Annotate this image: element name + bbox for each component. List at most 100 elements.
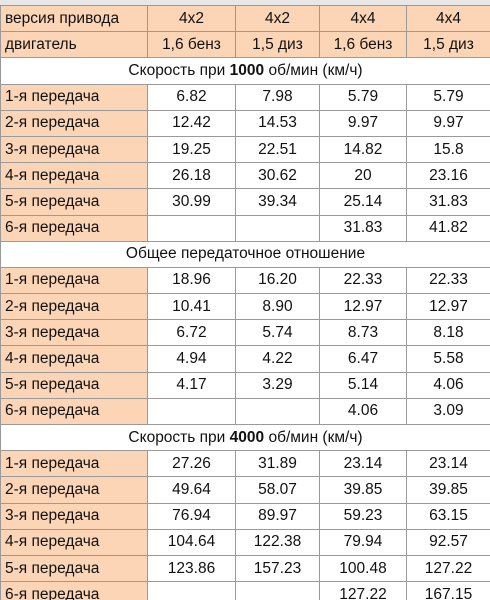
gear-label[interactable]: 6-я передача — [0, 214, 148, 242]
value-cell[interactable]: 63.15 — [406, 502, 490, 530]
gear-label[interactable]: 3-я передача — [0, 502, 148, 530]
value-cell[interactable]: 22.51 — [235, 135, 320, 164]
value-cell[interactable]: 157.23 — [235, 554, 320, 583]
value-cell[interactable]: 8.90 — [235, 293, 320, 321]
value-cell[interactable]: 9.97 — [319, 109, 407, 137]
drive-cell[interactable]: 4x4 — [319, 4, 407, 33]
value-cell[interactable]: 12.97 — [319, 293, 407, 321]
value-cell[interactable]: 39.85 — [319, 476, 407, 504]
value-cell[interactable]: 31.83 — [406, 188, 490, 216]
value-cell[interactable] — [235, 581, 320, 600]
value-cell[interactable]: 123.86 — [147, 554, 236, 583]
gear-label[interactable]: 2-я передача — [0, 109, 148, 137]
value-cell[interactable]: 8.18 — [406, 319, 490, 347]
gear-label[interactable]: 3-я передача — [0, 319, 148, 347]
value-cell[interactable]: 58.07 — [235, 476, 320, 504]
value-cell[interactable]: 3.29 — [235, 371, 320, 399]
value-cell[interactable]: 19.25 — [147, 135, 236, 164]
value-cell[interactable]: 14.82 — [319, 135, 407, 164]
value-cell[interactable]: 49.64 — [147, 476, 236, 504]
value-cell[interactable]: 23.14 — [319, 450, 407, 478]
value-cell[interactable]: 5.58 — [406, 345, 490, 373]
gear-label[interactable]: 1-я передача — [0, 450, 148, 478]
value-cell[interactable]: 59.23 — [319, 502, 407, 530]
value-cell[interactable]: 20 — [319, 162, 407, 190]
value-cell[interactable] — [147, 581, 236, 600]
gear-label[interactable]: 5-я передача — [0, 371, 148, 399]
value-cell[interactable]: 18.96 — [147, 266, 236, 295]
gear-label[interactable]: 5-я передача — [0, 188, 148, 216]
value-cell[interactable]: 31.83 — [319, 214, 407, 242]
engine-cell[interactable]: 1,6 бенз — [319, 31, 407, 59]
value-cell[interactable]: 5.79 — [319, 83, 407, 111]
gear-label[interactable]: 6-я передача — [0, 581, 148, 600]
gear-label[interactable]: 2-я передача — [0, 293, 148, 321]
value-cell[interactable]: 5.79 — [406, 83, 490, 111]
value-cell[interactable]: 12.97 — [406, 293, 490, 321]
drive-cell[interactable]: 4x2 — [235, 4, 320, 33]
drive-cell[interactable]: 4x4 — [406, 4, 490, 33]
value-cell[interactable]: 4.06 — [406, 371, 490, 399]
gear-label[interactable]: 1-я передача — [0, 266, 148, 295]
section-title[interactable]: Скорость при 4000 об/мин (км/ч) — [0, 423, 490, 452]
value-cell[interactable]: 5.14 — [319, 371, 407, 399]
value-cell[interactable]: 39.85 — [406, 476, 490, 504]
value-cell[interactable]: 92.57 — [406, 528, 490, 556]
value-cell[interactable] — [235, 214, 320, 242]
drive-cell[interactable]: 4x2 — [147, 4, 236, 33]
value-cell[interactable]: 39.34 — [235, 188, 320, 216]
value-cell[interactable]: 12.42 — [147, 109, 236, 137]
gear-label[interactable]: 5-я передача — [0, 554, 148, 583]
gear-label[interactable]: 4-я передача — [0, 528, 148, 556]
value-cell[interactable]: 76.94 — [147, 502, 236, 530]
value-cell[interactable]: 9.97 — [406, 109, 490, 137]
gear-label[interactable]: 1-я передача — [0, 83, 148, 111]
value-cell[interactable]: 167.15 — [406, 581, 490, 600]
gear-label[interactable]: 4-я передача — [0, 345, 148, 373]
value-cell[interactable] — [235, 397, 320, 426]
value-cell[interactable]: 41.82 — [406, 214, 490, 242]
value-cell[interactable]: 23.16 — [406, 162, 490, 190]
value-cell[interactable]: 22.33 — [319, 266, 407, 295]
value-cell[interactable]: 25.14 — [319, 188, 407, 216]
value-cell[interactable]: 100.48 — [319, 554, 407, 583]
value-cell[interactable]: 26.18 — [147, 162, 236, 190]
value-cell[interactable]: 79.94 — [319, 528, 407, 556]
value-cell[interactable]: 30.99 — [147, 188, 236, 216]
value-cell[interactable]: 4.06 — [319, 397, 407, 426]
value-cell[interactable]: 3.09 — [406, 397, 490, 426]
gear-label[interactable]: 6-я передача — [0, 397, 148, 426]
value-cell[interactable]: 4.94 — [147, 345, 236, 373]
gear-label[interactable]: 2-я передача — [0, 476, 148, 504]
value-cell[interactable]: 104.64 — [147, 528, 236, 556]
value-cell[interactable]: 6.82 — [147, 83, 236, 111]
value-cell[interactable]: 4.17 — [147, 371, 236, 399]
value-cell[interactable]: 22.33 — [406, 266, 490, 295]
value-cell[interactable] — [147, 214, 236, 242]
value-cell[interactable]: 5.74 — [235, 319, 320, 347]
drive-version-label[interactable]: версия привода — [0, 4, 148, 33]
value-cell[interactable]: 27.26 — [147, 450, 236, 478]
gear-label[interactable]: 3-я передача — [0, 135, 148, 164]
gear-label[interactable]: 4-я передача — [0, 162, 148, 190]
engine-label[interactable]: двигатель — [0, 31, 148, 59]
engine-cell[interactable]: 1,5 диз — [235, 31, 320, 59]
value-cell[interactable]: 122.38 — [235, 528, 320, 556]
value-cell[interactable] — [147, 397, 236, 426]
value-cell[interactable]: 31.89 — [235, 450, 320, 478]
value-cell[interactable]: 8.73 — [319, 319, 407, 347]
value-cell[interactable]: 89.97 — [235, 502, 320, 530]
value-cell[interactable]: 6.72 — [147, 319, 236, 347]
value-cell[interactable]: 10.41 — [147, 293, 236, 321]
value-cell[interactable]: 4.22 — [235, 345, 320, 373]
value-cell[interactable]: 23.14 — [406, 450, 490, 478]
engine-cell[interactable]: 1,5 диз — [406, 31, 490, 59]
section-title[interactable]: Скорость при 1000 об/мин (км/ч) — [0, 57, 490, 85]
section-title[interactable]: Общее передаточное отношение — [0, 240, 490, 268]
value-cell[interactable]: 16.20 — [235, 266, 320, 295]
engine-cell[interactable]: 1,6 бенз — [147, 31, 236, 59]
value-cell[interactable]: 127.22 — [406, 554, 490, 583]
value-cell[interactable]: 7.98 — [235, 83, 320, 111]
value-cell[interactable]: 15.8 — [406, 135, 490, 164]
value-cell[interactable]: 127.22 — [319, 581, 407, 600]
